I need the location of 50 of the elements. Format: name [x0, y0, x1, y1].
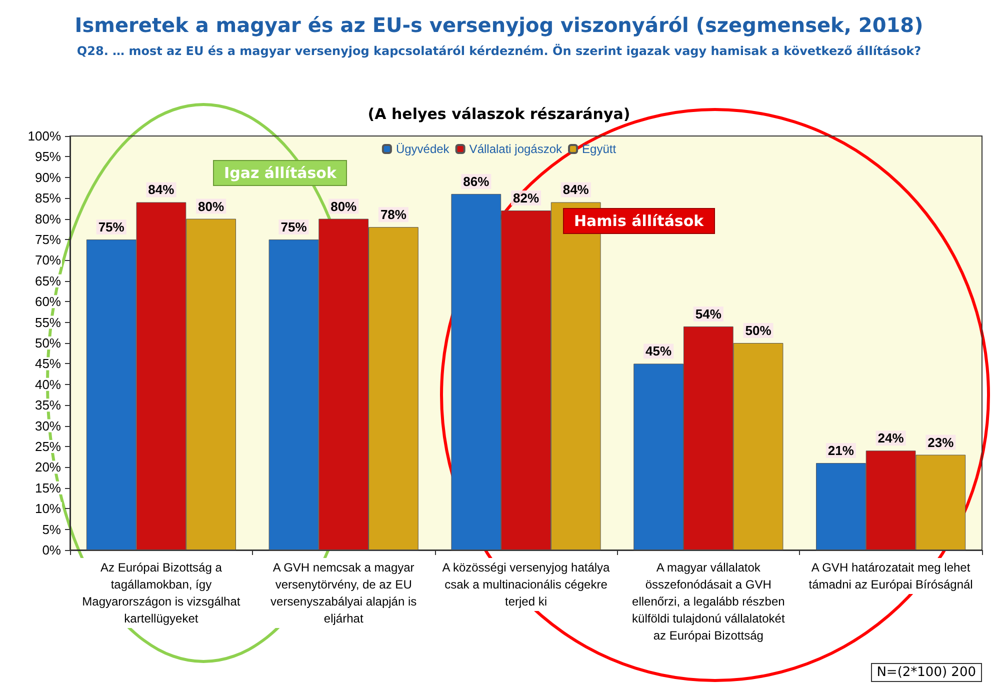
- y-tick-label: 55%: [34, 314, 62, 330]
- y-tick-label: 80%: [34, 211, 62, 226]
- legend-label: Ügyvédek: [396, 142, 450, 156]
- y-tick-label: 5%: [42, 522, 62, 537]
- y-tick-label: 85%: [34, 190, 62, 206]
- y-tick-label: 10%: [34, 501, 62, 516]
- data-label: 84%: [148, 182, 175, 198]
- y-tick-label: 35%: [34, 398, 62, 413]
- data-label: 80%: [330, 198, 358, 214]
- data-label: 45%: [646, 344, 672, 359]
- x-tick-label: A GVH nemcsak a magyar versenytörvény, de az EU versenyszabályai alapján is eljárhat: [270, 560, 417, 626]
- annotation: Igaz állítások: [213, 160, 348, 186]
- y-tick-label: 95%: [34, 149, 62, 164]
- chart-title: Ismeretek a magyar és az EU-s versenyjog viszonyáról (szegmensek, 2018): [74, 13, 924, 37]
- data-label: 86%: [463, 174, 490, 189]
- y-tick-label: 75%: [34, 232, 62, 247]
- data-label: 21%: [828, 443, 854, 458]
- data-label: 75%: [280, 220, 308, 234]
- y-tick-label: 90%: [34, 170, 62, 185]
- text: N=(2*100) 200: [870, 663, 982, 682]
- data-label: 78%: [380, 207, 407, 222]
- y-tick-label: 0%: [42, 542, 62, 558]
- chart-subtitle: Q28. … most az EU és a magyar versenyjog kapcsolatáról kérdezném. Ön szerint igazak vagy hamisak a következő állítások?: [76, 43, 922, 58]
- data-label: 84%: [562, 182, 590, 198]
- y-tick-label: 15%: [34, 480, 62, 496]
- y-tick-label: 100%: [28, 128, 62, 144]
- y-tick-label: 25%: [34, 439, 62, 454]
- y-tick-label: 20%: [34, 460, 62, 475]
- data-label: 80%: [198, 198, 224, 214]
- y-tick-label: 30%: [34, 418, 62, 434]
- data-label: 23%: [928, 434, 954, 450]
- y-tick-label: 70%: [34, 252, 62, 268]
- data-label: 82%: [512, 190, 540, 206]
- data-label: 75%: [98, 220, 125, 234]
- x-tick-label: Az Európai Bizottság a tagállamokban, így Magyarországon is vizsgálhat kartellügyeket: [82, 560, 241, 626]
- x-tick-label: A közösségi versenyjog hatálya csak a multinacionális cégekre terjed ki: [442, 560, 610, 608]
- data-label: 24%: [878, 430, 904, 446]
- x-tick-label: A magyar vállalatok összefonódásait a GVH ellenőrzi, a legalább részben külföldi tulajdonú vállalatokét az Európai Bizottság: [632, 560, 786, 642]
- legend-label: Vállalati jogászok: [469, 142, 564, 156]
- data-label: 50%: [745, 323, 772, 338]
- y-tick-label: 60%: [34, 294, 62, 310]
- x-tick-label: A GVH határozatait meg lehet támadni az Európai Bíróságnál: [808, 560, 973, 592]
- y-tick-label: 40%: [34, 376, 62, 392]
- data-label: 54%: [695, 306, 722, 322]
- annotation: Hamis állítások: [563, 208, 715, 234]
- y-tick-label: 45%: [34, 356, 62, 372]
- y-tick-label: 65%: [34, 273, 62, 288]
- y-tick-label: 50%: [34, 336, 62, 350]
- legend-label: Együtt: [582, 142, 617, 156]
- text: (A helyes válaszok részaránya): [366, 105, 632, 123]
